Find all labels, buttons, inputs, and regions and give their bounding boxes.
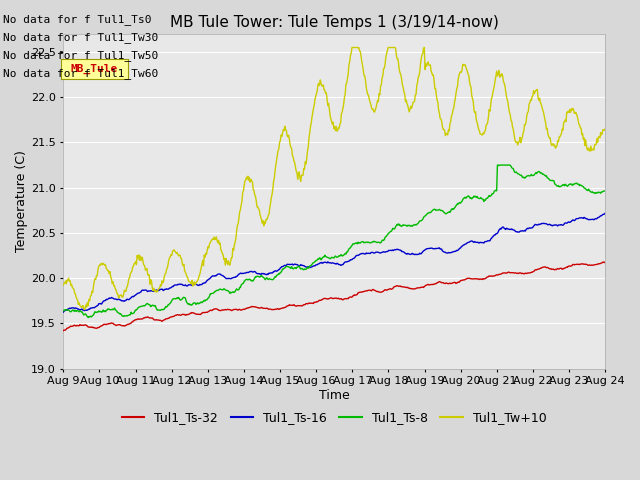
Text: No data for f Tul1_Tw60: No data for f Tul1_Tw60 [3,68,159,79]
Legend: Tul1_Ts-32, Tul1_Ts-16, Tul1_Ts-8, Tul1_Tw+10: Tul1_Ts-32, Tul1_Ts-16, Tul1_Ts-8, Tul1_… [117,406,552,429]
Text: No data for f Tul1_Ts0: No data for f Tul1_Ts0 [3,13,152,24]
Text: No data for f Tul1_Tw50: No data for f Tul1_Tw50 [3,50,159,61]
Text: No data for f Tul1_Tw30: No data for f Tul1_Tw30 [3,32,159,43]
X-axis label: Time: Time [319,389,349,402]
Title: MB Tule Tower: Tule Temps 1 (3/19/14-now): MB Tule Tower: Tule Temps 1 (3/19/14-now… [170,15,499,30]
Y-axis label: Temperature (C): Temperature (C) [15,150,28,252]
Text: MB_Tule: MB_Tule [71,64,118,74]
